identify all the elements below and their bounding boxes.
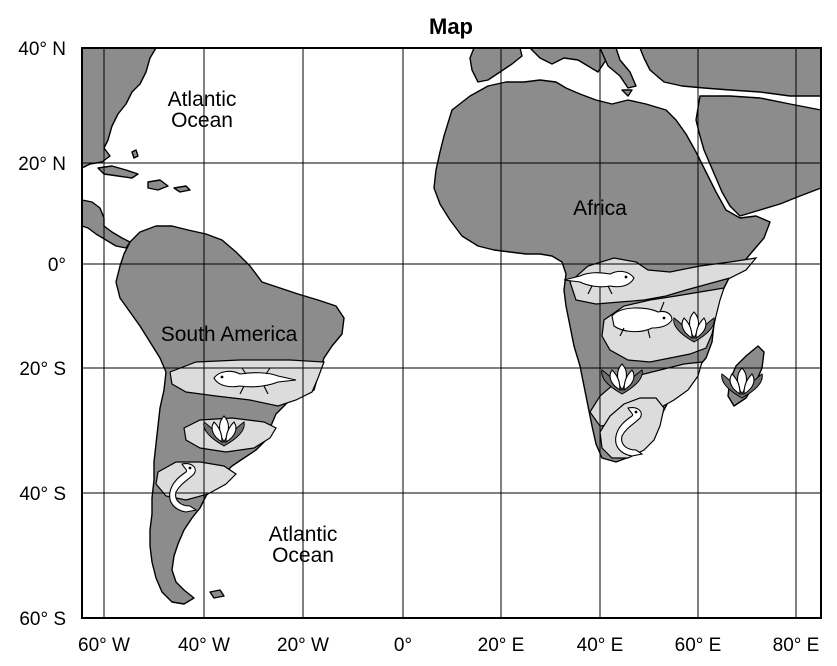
lizard-fossil-icon — [563, 270, 635, 295]
atlantic-ocean-north-label-line2: Ocean — [171, 109, 233, 132]
cuba-island — [97, 165, 139, 179]
latitude-label: 20° N — [18, 154, 66, 175]
puerto-rico-island — [173, 185, 191, 193]
latitude-label: 40° N — [18, 39, 66, 60]
italy-landmass — [599, 47, 637, 89]
atlantic-ocean-south-label-line2: Ocean — [272, 544, 334, 567]
fern-fossil-icon — [721, 367, 763, 399]
lizard-fossil-icon — [213, 367, 297, 395]
south-america-label: South America — [161, 323, 298, 346]
latitude-label: 20° S — [19, 359, 66, 380]
latitude-labels: 40° N 20° N 0° 20° S 40° S 60° S — [18, 39, 66, 630]
longitude-label: 40° E — [577, 635, 624, 656]
hispaniola-island — [147, 179, 169, 191]
map-title: Map — [429, 14, 473, 39]
arabia-landmass — [695, 95, 822, 217]
atlantic-ocean-north-label-line1: Atlantic — [168, 88, 237, 111]
atlantic-ocean-south-label-line1: Atlantic — [269, 523, 338, 546]
map-frame — [81, 47, 822, 619]
fern-fossil-icon — [601, 363, 643, 395]
longitude-label: 60° W — [78, 635, 130, 656]
longitude-label: 80° E — [773, 635, 820, 656]
fern-fossil-icon — [673, 311, 715, 343]
longitude-labels: 60° W 40° W 20° W 0° 20° E 40° E 60° E 8… — [78, 635, 819, 656]
fern-fossil-icon — [203, 415, 245, 447]
latitude-label: 40° S — [19, 484, 66, 505]
latitude-label: 0° — [48, 255, 66, 276]
af-lizard-zone — [569, 257, 758, 305]
iberia-landmass — [469, 47, 523, 83]
latitude-label: 60° S — [19, 609, 66, 630]
bahamas-island — [131, 149, 139, 159]
reptile-fossil-icon — [611, 301, 673, 339]
longitude-label: 20° E — [478, 635, 525, 656]
sicily-island — [621, 89, 633, 97]
south-america-landmass — [115, 225, 345, 605]
falkland-islands — [209, 589, 225, 599]
aquatic-reptile-fossil-icon — [169, 463, 198, 513]
longitude-label: 40° W — [178, 635, 230, 656]
aquatic-reptile-fossil-icon — [615, 407, 644, 457]
longitude-label: 20° W — [277, 635, 329, 656]
longitude-label: 60° E — [675, 635, 722, 656]
africa-label: Africa — [573, 197, 627, 220]
longitude-label: 0° — [394, 635, 412, 656]
